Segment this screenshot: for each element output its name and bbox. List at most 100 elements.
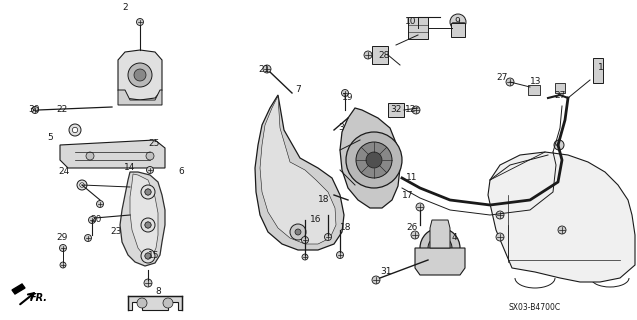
Circle shape [301,236,308,244]
Circle shape [69,124,81,136]
Circle shape [89,217,96,223]
Polygon shape [118,50,162,100]
Circle shape [420,228,460,268]
Text: 6: 6 [178,167,183,177]
Circle shape [324,234,331,241]
Text: 5: 5 [47,133,53,142]
Circle shape [435,243,445,253]
Text: 26: 26 [406,223,417,233]
Text: 31: 31 [380,268,392,276]
Bar [408,17,428,39]
Circle shape [145,189,151,195]
Circle shape [80,183,84,187]
Circle shape [411,231,419,239]
Circle shape [73,127,78,133]
Polygon shape [415,248,465,275]
Bar [555,83,565,93]
Circle shape [412,106,420,114]
Text: 9: 9 [454,18,460,27]
Circle shape [86,152,94,160]
Text: 29: 29 [56,234,68,243]
Circle shape [141,185,155,199]
Circle shape [145,253,151,259]
Text: 20: 20 [90,215,101,225]
Circle shape [128,63,152,87]
Text: 25: 25 [148,140,159,148]
Text: 2: 2 [122,4,127,12]
Circle shape [356,142,392,178]
Circle shape [364,51,372,59]
Text: 16: 16 [310,215,322,225]
Bar [372,46,388,64]
Polygon shape [260,96,336,244]
Polygon shape [12,284,25,294]
Circle shape [144,279,152,287]
Bar [593,58,603,83]
Text: 14: 14 [124,164,136,172]
Polygon shape [128,296,182,310]
Circle shape [134,69,146,81]
Bar [528,85,540,95]
Bar [388,103,404,117]
Circle shape [366,152,382,168]
Circle shape [341,90,348,97]
Text: 12: 12 [405,106,417,115]
Circle shape [136,19,143,26]
Text: 18: 18 [318,196,329,204]
Text: 13: 13 [530,77,541,86]
Text: 4: 4 [452,234,457,243]
Text: 17: 17 [402,191,413,201]
Polygon shape [130,174,158,257]
Circle shape [77,180,87,190]
Circle shape [59,244,66,252]
Circle shape [147,166,154,173]
Circle shape [96,201,103,207]
Text: 3: 3 [338,124,344,132]
Circle shape [295,229,301,235]
Polygon shape [340,108,400,208]
Text: 11: 11 [406,173,417,182]
Text: 8: 8 [155,287,161,297]
Circle shape [290,224,306,240]
Polygon shape [60,140,165,168]
Circle shape [145,222,151,228]
Text: 15: 15 [148,252,159,260]
Polygon shape [118,90,162,105]
Bar [451,23,465,37]
Polygon shape [430,220,450,248]
Polygon shape [255,95,344,250]
Text: 21: 21 [258,66,269,75]
Circle shape [137,298,147,308]
Text: 19: 19 [342,93,354,102]
Polygon shape [488,152,635,282]
Circle shape [146,152,154,160]
Circle shape [145,253,151,259]
Circle shape [263,65,271,73]
Circle shape [346,132,402,188]
Circle shape [450,14,466,30]
Text: 23: 23 [110,228,122,236]
Text: 27: 27 [496,74,508,83]
Circle shape [336,252,343,259]
Circle shape [141,218,155,232]
Circle shape [60,262,66,268]
Circle shape [496,233,504,241]
Text: 7: 7 [295,85,301,94]
Circle shape [506,78,514,86]
Circle shape [141,249,155,263]
Circle shape [554,140,564,150]
Circle shape [85,235,92,242]
Text: 22: 22 [56,106,68,115]
Circle shape [558,226,566,234]
Text: 27: 27 [554,92,566,100]
Circle shape [416,203,424,211]
Circle shape [145,189,151,195]
Text: FR.: FR. [30,293,48,303]
Text: 32: 32 [390,106,401,115]
Text: SX03-B4700C: SX03-B4700C [509,303,561,313]
Text: 10: 10 [405,18,417,27]
Text: 1: 1 [598,63,604,73]
Polygon shape [120,172,165,266]
Circle shape [31,107,38,114]
Circle shape [496,211,504,219]
